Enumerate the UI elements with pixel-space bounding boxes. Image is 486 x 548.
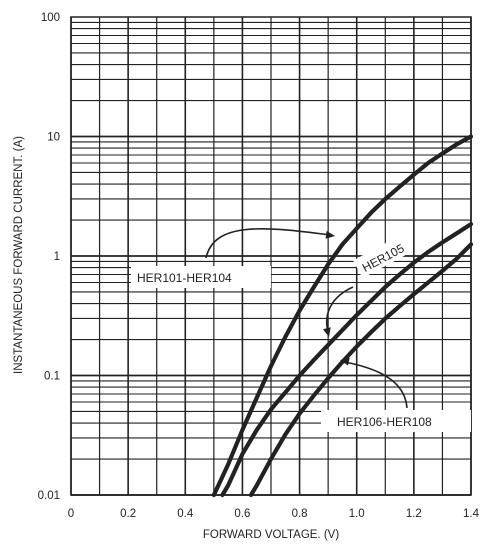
- series-line-3: [248, 242, 474, 498]
- annotation-1: HER101-HER104: [131, 266, 271, 288]
- x-tick-label: 0: [68, 508, 74, 520]
- annotation-box: [353, 237, 405, 279]
- arrow-head: [322, 327, 331, 337]
- x-tick-label: 1.4: [463, 508, 480, 520]
- series-layer: [211, 134, 474, 498]
- y-tick-label: 100: [41, 12, 60, 24]
- series-line-1: [211, 134, 474, 498]
- arrow-head: [340, 357, 350, 366]
- x-tick-label: 1.0: [349, 508, 365, 520]
- annotation-box: [131, 266, 271, 288]
- x-axis-label: FORWARD VOLTAGE. (V): [203, 529, 339, 541]
- x-tick-label: 0.4: [177, 508, 194, 520]
- y-tick-labels: 0.01 0.1 1 10 100: [38, 12, 60, 502]
- annotation-2: HER105: [353, 237, 407, 279]
- x-tick-label: 0.2: [120, 508, 136, 520]
- x-tick-label: 0.8: [292, 508, 308, 520]
- y-axis-label: INSTANTANEOUS FORWARD CURRENT. (A): [13, 136, 25, 374]
- series-line-2: [220, 222, 474, 498]
- minor-grid: [71, 17, 471, 495]
- annotation-arrow: [344, 361, 408, 409]
- plot-frame: [70, 16, 472, 496]
- annotation-arrow: [205, 228, 331, 259]
- x-tick-label: 1.2: [406, 508, 422, 520]
- x-tick-label: 0.6: [234, 508, 250, 520]
- arrow-head: [325, 230, 335, 239]
- y-tick-label: 10: [47, 132, 60, 144]
- annotation-label: HER101-HER104: [137, 271, 232, 285]
- annotation-layer: HER101-HER104 HER105 HER106-HER108: [131, 228, 471, 432]
- annotation-label: HER106-HER108: [337, 415, 432, 429]
- annotation-3: HER106-HER108: [321, 410, 471, 432]
- annotation-box: [321, 410, 471, 432]
- y-tick-label: 0.01: [38, 490, 60, 502]
- y-tick-label: 1: [54, 251, 60, 263]
- x-tick-labels: 0 0.2 0.4 0.6 0.8 1.0 1.2 1.4: [68, 508, 480, 520]
- y-tick-label: 0.1: [44, 371, 60, 383]
- annotation-arrow: [326, 286, 354, 333]
